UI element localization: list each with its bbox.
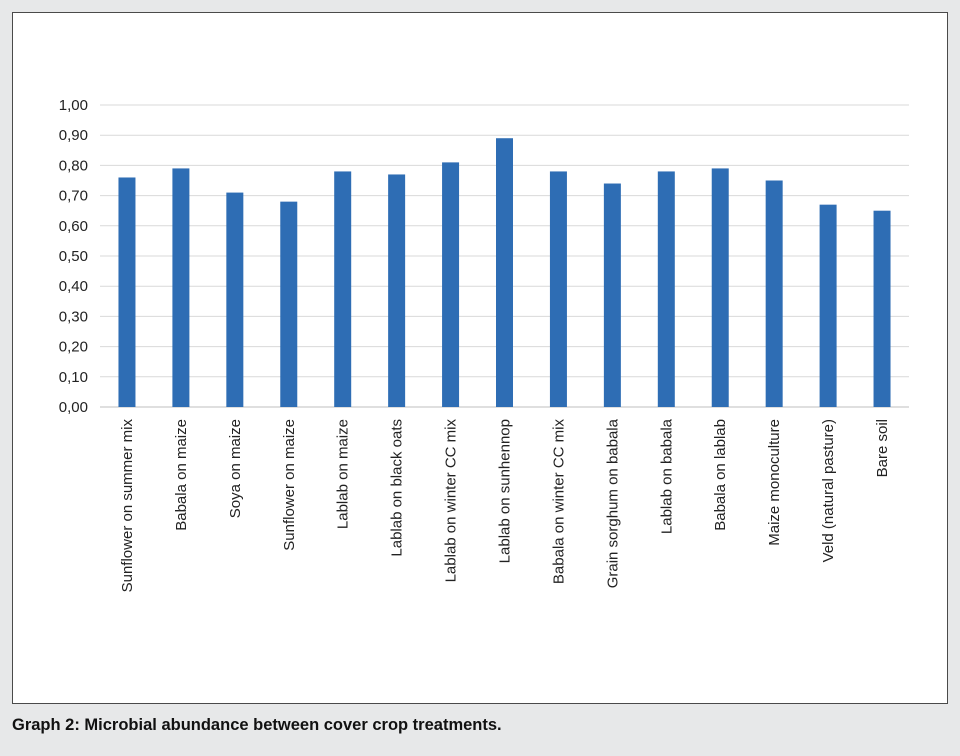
- y-tick-label: 1,00: [59, 97, 88, 114]
- bar: [334, 171, 352, 407]
- x-category-label: Lablab on sunhennop: [497, 419, 514, 563]
- x-category-label: Lablab on maize: [335, 419, 352, 529]
- x-category-label: Lablab on winter CC mix: [443, 419, 460, 583]
- x-category-label: Soya on maize: [227, 419, 244, 518]
- x-category-label: Veld (natural pasture): [820, 419, 837, 562]
- chart-frame: 0,00 0,10 0,20 0,30 0,40 0,50 0,60 0,70 0,80 0,90…: [12, 12, 948, 704]
- x-category-label: Lablab on babala: [658, 418, 675, 534]
- y-axis-ticks: 0,00 0,10 0,20 0,30 0,40 0,50 0,60 0,70 0,80 0,90…: [59, 97, 88, 416]
- bar: [496, 138, 513, 407]
- bar: [873, 210, 891, 407]
- bar: [549, 171, 567, 407]
- x-axis-categories: Sunflower on summer mix Babala on maize So…: [119, 418, 891, 592]
- y-tick-label: 0,10: [59, 369, 88, 386]
- x-category-label: Babala on winter CC mix: [550, 419, 567, 585]
- x-category-label: Lablab on black oats: [389, 419, 406, 557]
- x-category-label: Bare soil: [874, 419, 891, 477]
- bar: [711, 168, 729, 407]
- x-category-label: Babala on lablab: [712, 419, 729, 531]
- bar: [118, 177, 136, 407]
- y-tick-label: 0,00: [59, 399, 88, 416]
- bar: [388, 174, 406, 407]
- bar: [442, 162, 460, 407]
- graph-caption: Graph 2: Microbial abundance between cov…: [12, 716, 502, 734]
- x-category-label: Grain sorghum on babala: [604, 418, 621, 588]
- x-category-label: Babala on maize: [173, 419, 190, 531]
- y-tick-label: 0,70: [59, 188, 88, 205]
- y-tick-label: 0,80: [59, 157, 88, 174]
- bar: [226, 192, 244, 407]
- y-tick-label: 0,50: [59, 248, 88, 265]
- bar: [280, 201, 298, 407]
- bar: [765, 180, 783, 407]
- x-category-label: Maize monoculture: [766, 419, 783, 546]
- y-tick-label: 0,20: [59, 339, 88, 356]
- bar: [819, 204, 837, 407]
- bar-chart: 0,00 0,10 0,20 0,30 0,40 0,50 0,60 0,70 0,80 0,90…: [59, 97, 909, 592]
- bars: [118, 138, 891, 407]
- x-category-label: Sunflower on maize: [281, 419, 298, 551]
- x-category-label: Sunflower on summer mix: [119, 419, 136, 593]
- y-tick-label: 0,60: [59, 218, 88, 235]
- y-tick-label: 0,30: [59, 308, 88, 325]
- bar: [172, 168, 190, 407]
- y-tick-label: 0,40: [59, 278, 88, 295]
- bar: [603, 183, 621, 407]
- bar: [657, 171, 675, 407]
- y-tick-label: 0,90: [59, 127, 88, 144]
